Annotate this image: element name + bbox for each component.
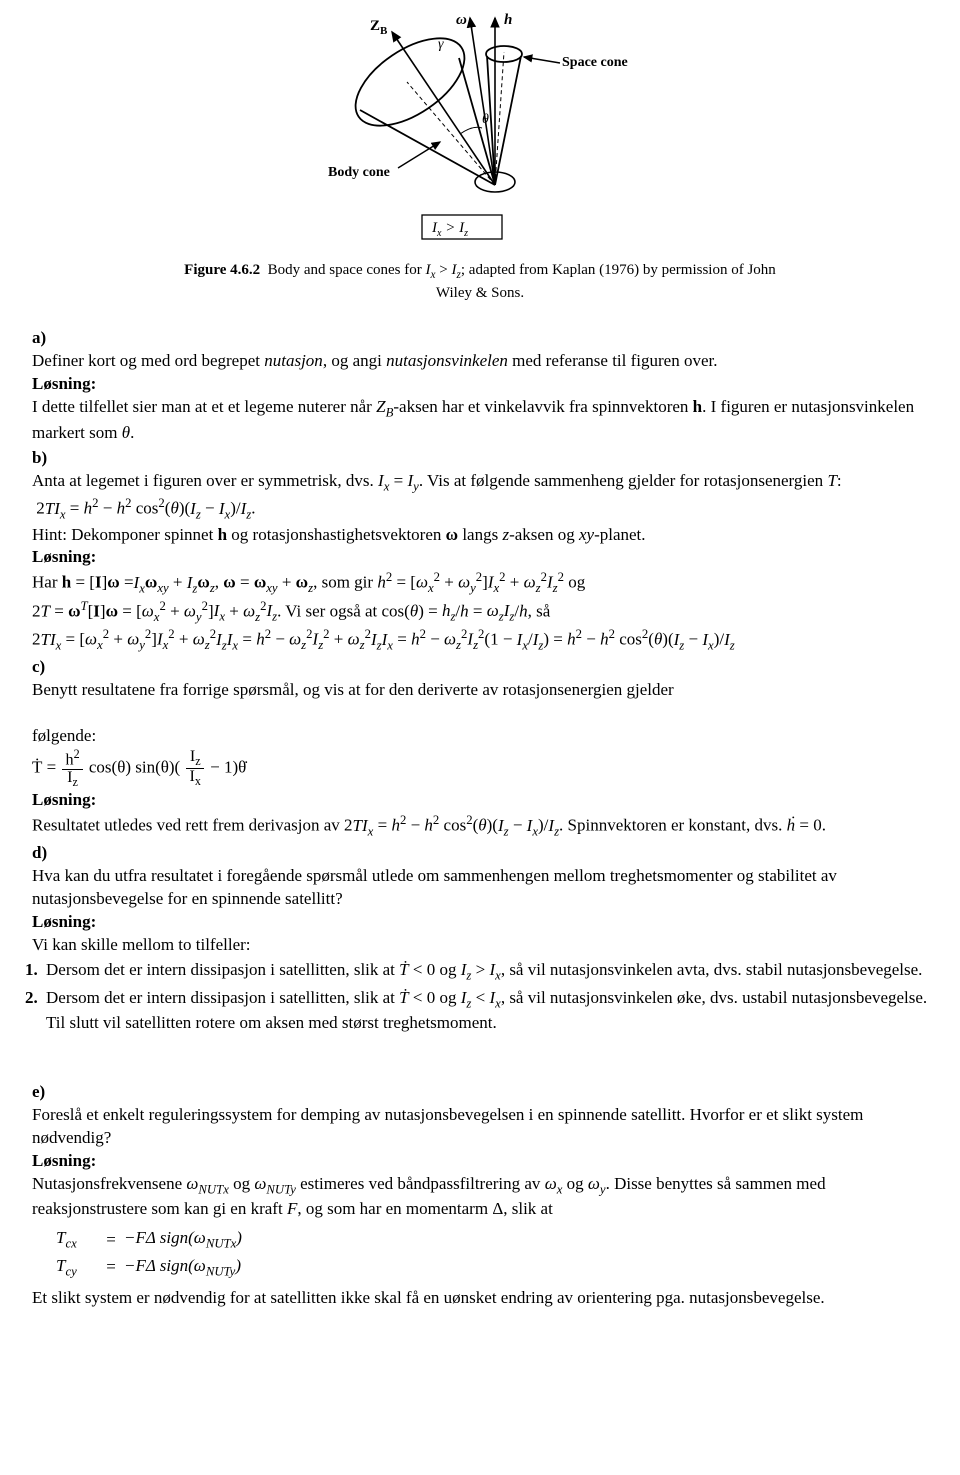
solution-label-e: Løsning: (32, 1150, 940, 1173)
case-list: Dersom det er intern dissipasjon i satel… (20, 959, 940, 1035)
solution-label-b: Løsning: (32, 546, 940, 569)
caption-text: Body and space cones for Ix > Iz; adapte… (268, 262, 776, 301)
eq-c: Ṫ = h2Iz cos(θ) sin(θ)( IzIx − 1)θ̇ (32, 748, 940, 789)
solution-e-line2: Et slikt system er nødvendig for at sate… (32, 1287, 940, 1310)
question-a: Definer kort og med ord begrepet nutasjo… (32, 350, 940, 373)
solution-d-intro: Vi kan skille mellom to tilfeller: (32, 934, 940, 957)
solution-label-d: Løsning: (32, 911, 940, 934)
caption-bold: Figure 4.6.2 (184, 262, 260, 278)
eq-b: 2TIx = h2 − h2 cos2(θ)(Iz − Ix)/Iz. (32, 495, 940, 523)
question-b: Anta at legemet i figuren over er symmet… (32, 470, 940, 496)
solution-label-c: Løsning: (32, 789, 940, 812)
figure-caption: Figure 4.6.2 Body and space cones for Ix… (170, 260, 790, 303)
question-d: Hva kan du utfra resultatet i foregående… (32, 865, 940, 911)
list-item: Dersom det er intern dissipasjon i satel… (42, 959, 940, 985)
svg-text:ω: ω (456, 12, 467, 28)
solution-e-line1: Nutasjonsfrekvensene ωNUTx og ωNUTy esti… (32, 1173, 940, 1222)
eq-e1-rhs: −FΔ sign(ωNUTx) (124, 1227, 242, 1253)
svg-text:h: h (504, 12, 512, 28)
svg-text:θ: θ (482, 112, 489, 127)
svg-text:Ix > Iz: Ix > Iz (431, 220, 468, 239)
solution-a: I dette tilfellet sier man at et et lege… (32, 396, 940, 445)
solution-label-a: Løsning: (32, 373, 940, 396)
svg-text:Body cone: Body cone (328, 165, 390, 180)
solution-b-line2: 2T = ωT[I]ω = [ωx2 + ωy2]Ix + ωz2Iz. Vi … (32, 598, 940, 626)
eq-e2-rhs: −FΔ sign(ωNUTy) (124, 1255, 241, 1281)
solution-c: Resultatet utledes ved rett frem derivas… (32, 812, 940, 840)
label-c: c) (32, 656, 940, 679)
label-e: e) (32, 1081, 940, 1104)
svg-text:ZB: ZB (370, 18, 388, 37)
list-item: Dersom det er intern dissipasjon i satel… (42, 987, 940, 1036)
hint-b: Hint: Dekomponer spinnet h og rotasjonsh… (32, 524, 940, 547)
eq-e1-lhs: Tcx (56, 1227, 98, 1253)
label-b: b) (32, 447, 940, 470)
label-d: d) (32, 842, 940, 865)
question-e: Foreslå et enkelt reguleringssystem for … (32, 1104, 940, 1150)
solution-b-line1: Har h = [I]ω =Ixωxy + Izωz, ω = ωxy + ωz… (32, 569, 940, 597)
eq-e-block: Tcx = −FΔ sign(ωNUTx) Tcy = −FΔ sign(ωNU… (56, 1227, 940, 1280)
question-c: Benytt resultatene fra forrige spørsmål,… (32, 679, 940, 702)
label-a: a) (32, 327, 940, 350)
svg-text:Space cone: Space cone (562, 55, 628, 70)
cone-diagram-svg: h ω ZB γ θ Space cone Body cone Ix > (300, 10, 660, 245)
following-c: følgende: (32, 725, 940, 748)
solution-b-line3: 2TIx = [ωx2 + ωy2]Ix2 + ωz2IzIx = h2 − ω… (32, 626, 940, 654)
eq-e2-lhs: Tcy (56, 1255, 98, 1281)
cone-figure: h ω ZB γ θ Space cone Body cone Ix > (20, 10, 940, 252)
